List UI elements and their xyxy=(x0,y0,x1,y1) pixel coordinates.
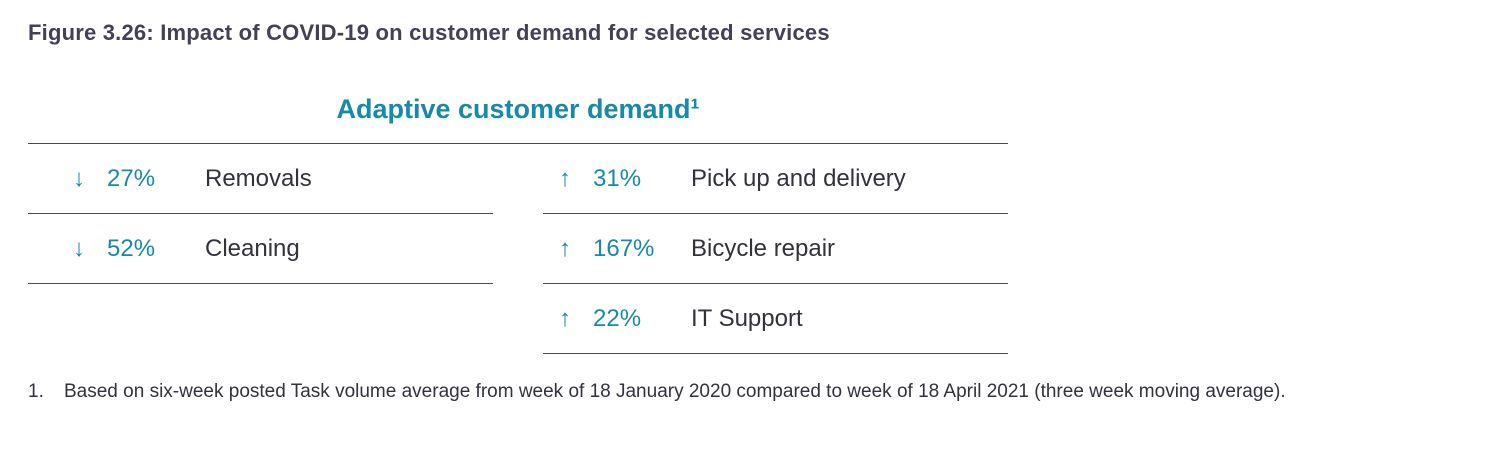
figure-title: Figure 3.26: Impact of COVID-19 on custo… xyxy=(28,20,830,45)
column-increased-demand: ↑ 31% Pick up and delivery ↑ 167% Bicycl… xyxy=(543,144,1008,355)
demand-table: Adaptive customer demand¹ ↓ 27% Removals… xyxy=(28,94,1008,355)
table-row: ↑ 31% Pick up and delivery xyxy=(543,144,1008,215)
arrow-up-icon: ↑ xyxy=(559,234,571,262)
arrow-down-icon: ↓ xyxy=(73,164,85,192)
footnote-text: Based on six-week posted Task volume ave… xyxy=(64,381,1286,402)
service-label: IT Support xyxy=(691,304,803,332)
service-label: Pick up and delivery xyxy=(691,164,906,192)
arrow-up-icon: ↑ xyxy=(559,164,571,192)
service-label: Removals xyxy=(205,164,312,192)
table-row: ↑ 22% IT Support xyxy=(543,284,1008,355)
arrow-down-icon: ↓ xyxy=(73,234,85,262)
percent-value: 167% xyxy=(593,234,655,262)
table-heading: Adaptive customer demand¹ xyxy=(336,94,700,124)
footnote-marker: 1. xyxy=(28,381,44,402)
footnote: 1. Based on six-week posted Task volume … xyxy=(28,380,1468,405)
percent-value: 22% xyxy=(593,304,642,332)
percent-value: 52% xyxy=(107,234,156,262)
percent-value: 31% xyxy=(593,164,642,192)
table-grid: ↓ 27% Removals ↓ 52% Cleaning ↑ 31% Pick… xyxy=(28,143,1008,355)
table-row: ↑ 167% Bicycle repair xyxy=(543,214,1008,285)
table-row: ↓ 27% Removals xyxy=(28,144,493,215)
percent-value: 27% xyxy=(107,164,156,192)
table-row: ↓ 52% Cleaning xyxy=(28,214,493,285)
column-decreased-demand: ↓ 27% Removals ↓ 52% Cleaning xyxy=(28,144,493,354)
arrow-up-icon: ↑ xyxy=(559,304,571,332)
service-label: Bicycle repair xyxy=(691,234,836,262)
service-label: Cleaning xyxy=(205,234,300,262)
